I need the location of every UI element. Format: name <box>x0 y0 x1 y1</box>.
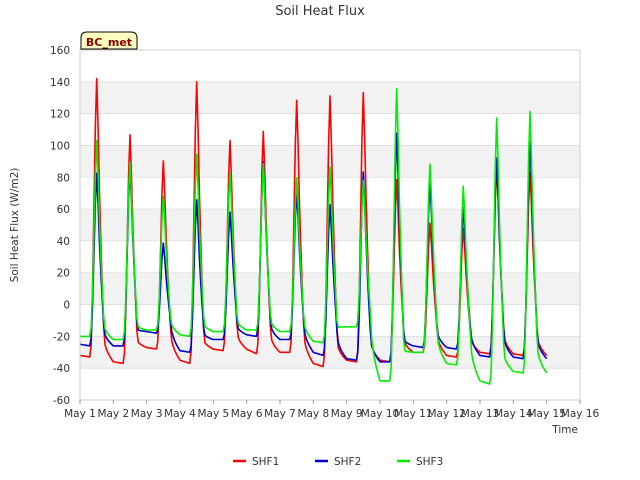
legend-label-shf1: SHF1 <box>252 456 279 468</box>
y-tick-label: 120 <box>50 109 70 121</box>
legend-label-shf3: SHF3 <box>416 456 443 468</box>
y-tick-label: 40 <box>57 236 70 248</box>
grid-band <box>80 336 580 369</box>
plot-frame <box>79 49 581 401</box>
x-tick-label: May 7 <box>264 408 296 420</box>
chart-title: Soil Heat Flux <box>275 4 365 19</box>
y-tick-label: 60 <box>57 204 70 216</box>
y-tick-label: 140 <box>50 77 70 89</box>
y-tick-label: 100 <box>50 140 70 152</box>
x-tick-label: May 9 <box>331 408 363 420</box>
x-tick-label: May 10 <box>361 408 399 420</box>
x-tick-label: May 15 <box>527 408 565 420</box>
x-tick-label: May 8 <box>297 408 329 420</box>
x-tick-label: May 16 <box>561 408 600 420</box>
series-layer <box>79 77 548 385</box>
y-tick-label: -60 <box>53 395 70 407</box>
y-tick-label: 20 <box>57 268 70 280</box>
x-tick-label: May 5 <box>197 408 229 420</box>
y-tick-label: 0 <box>63 300 70 312</box>
x-tick-label: May 6 <box>231 408 263 420</box>
x-tick-label: May 2 <box>97 408 129 420</box>
x-tick-label: May 11 <box>394 408 432 420</box>
y-tick-label: 80 <box>57 172 70 184</box>
y-tick-label: -20 <box>53 331 70 343</box>
y-tick-label: 160 <box>50 45 70 57</box>
legend-label-shf2: SHF2 <box>334 456 361 468</box>
x-tick-label: May 4 <box>164 408 196 420</box>
badge-label: BC_met <box>86 36 132 49</box>
x-tick-label: May 1 <box>64 408 96 420</box>
legend: SHF1 SHF2 SHF3 <box>233 456 443 468</box>
x-axis: May 1 May 2 May 3 May 4 May 5 May 6 May 7 May 8… <box>64 400 600 420</box>
x-axis-label: Time <box>551 424 578 436</box>
y-axis-label: Soil Heat Flux (W/m2) <box>9 168 21 283</box>
x-tick-label: May 13 <box>461 408 499 420</box>
x-tick-label: May 14 <box>494 408 533 420</box>
series-line-shf3 <box>80 87 548 385</box>
bc-met-badge: BC_met <box>80 31 138 50</box>
y-axis: -60 -40 -20 0 20 40 60 80 100 120 140 160 <box>50 45 70 407</box>
x-tick-label: May 3 <box>131 408 163 420</box>
x-tick-label: May 12 <box>427 408 465 420</box>
grid-band <box>80 272 580 305</box>
y-tick-label: -40 <box>53 363 70 375</box>
